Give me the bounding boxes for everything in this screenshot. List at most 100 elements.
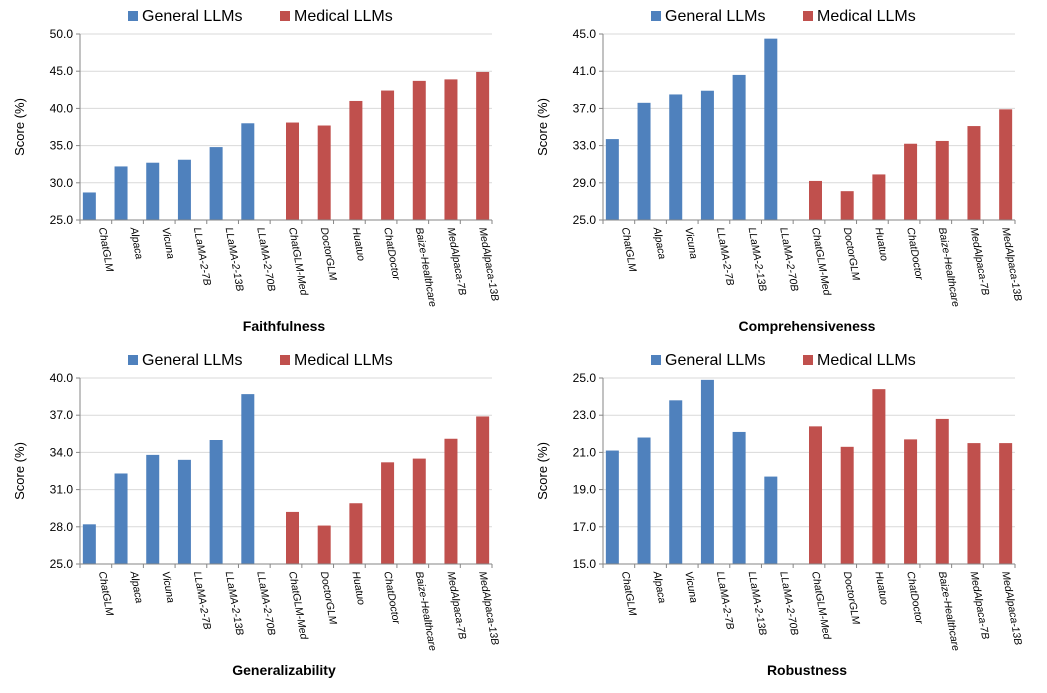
x-tick-label: DoctorGLM — [841, 226, 862, 281]
legend-label-general: General LLMs — [142, 8, 243, 25]
x-tick-label: LLaMA-2-70B — [254, 570, 277, 636]
bar-medical — [872, 174, 886, 220]
bar-medical — [476, 71, 490, 220]
x-tick-label: Alpaca — [127, 569, 145, 604]
bar-general — [209, 440, 223, 564]
x-tick-label: LLaMA-2-13B — [223, 226, 246, 292]
y-tick-label: 33.0 — [573, 139, 597, 153]
y-tick-label: 25.0 — [573, 371, 597, 385]
legend: General LLMs Medical LLMs — [128, 352, 393, 369]
x-tick-label: Alpaca — [650, 569, 668, 604]
chart-svg: General LLMs Medical LLMs 25.0 29.0 33.0 37.0… — [535, 8, 1024, 334]
bar-medical — [999, 109, 1013, 220]
bar-general — [177, 159, 191, 220]
bar-medical — [476, 416, 490, 564]
y-tick-label: 37.0 — [50, 408, 74, 422]
bar-medical — [967, 443, 981, 564]
bar-general — [114, 166, 128, 220]
x-tick-label: DoctorGLM — [318, 226, 339, 281]
y-tick-label: 40.0 — [50, 371, 74, 385]
x-tick-label: ChatGLM — [619, 570, 639, 617]
bar-medical — [840, 191, 854, 220]
legend: General LLMs Medical LLMs — [651, 352, 916, 369]
x-tick-label: Huatuo — [872, 226, 890, 262]
bar-medical — [999, 443, 1013, 564]
bar-medical — [809, 180, 822, 220]
bar-medical — [935, 418, 949, 564]
bar-medical — [444, 79, 458, 220]
bar-medical — [317, 525, 331, 564]
x-tick-label: ChatGLM-Med — [286, 570, 310, 641]
legend-label-medical: Medical LLMs — [817, 352, 916, 369]
legend-swatch-general — [128, 11, 138, 21]
x-tick-label: DoctorGLM — [841, 570, 862, 625]
bar-general — [669, 94, 683, 220]
y-axis-label: Score (%) — [12, 98, 27, 156]
bar-medical — [872, 389, 886, 564]
x-tick-label: ChatGLM-Med — [286, 226, 310, 297]
faithfulness-chart: General LLMs Medical LLMs 25.0 30.0 35.0 40.0… — [0, 0, 523, 344]
x-tick-label: Vicuna — [159, 570, 176, 604]
x-tick-label: ChatGLM-Med — [809, 226, 833, 297]
x-tick-label: MedAlpaca-13B — [476, 570, 501, 646]
x-tick-label: MedAlpaca-13B — [476, 226, 501, 302]
y-tick-label: 25.0 — [573, 213, 597, 227]
x-tick-label: LLaMA-2-7B — [714, 226, 736, 286]
bar-medical — [444, 438, 458, 564]
y-tick-label: 15.0 — [573, 557, 597, 571]
y-tick-label: 30.0 — [50, 176, 74, 190]
legend-label-medical: Medical LLMs — [294, 8, 393, 25]
legend-swatch-medical — [803, 355, 813, 365]
legend-label-medical: Medical LLMs — [294, 352, 393, 369]
bar-general — [209, 147, 223, 220]
x-tick-label: Baize-Healthcare — [936, 570, 962, 652]
bar-general — [82, 524, 96, 564]
legend-swatch-medical — [280, 355, 290, 365]
bar-general — [605, 139, 619, 220]
bar-general — [637, 102, 651, 220]
y-tick-label: 21.0 — [573, 445, 597, 459]
generalizability-chart: General LLMs Medical LLMs 25.0 28.0 31.0 34.0… — [0, 344, 523, 688]
bar-medical — [967, 126, 981, 220]
bar-general — [114, 473, 128, 564]
x-tick-label: MedAlpaca-7B — [968, 570, 992, 640]
y-tick-label: 41.0 — [573, 64, 597, 78]
bar-general — [700, 379, 714, 564]
bar-medical — [412, 458, 426, 564]
x-tick-label: DoctorGLM — [318, 570, 339, 625]
bar-general — [669, 400, 683, 564]
x-tick-label: LLaMA-2-7B — [191, 570, 213, 630]
legend-swatch-general — [128, 355, 138, 365]
x-tick-label: LLaMA-2-13B — [746, 226, 769, 292]
bar-general — [700, 90, 714, 220]
x-tick-label: Huatuo — [349, 570, 367, 606]
legend-label-medical: Medical LLMs — [817, 8, 916, 25]
legend: General LLMs Medical LLMs — [128, 8, 393, 25]
x-tick-label: ChatDoctor — [381, 570, 402, 625]
legend-swatch-general — [651, 355, 661, 365]
x-tick-label: ChatGLM-Med — [809, 570, 833, 641]
x-tick-label: Huatuo — [349, 226, 367, 262]
bar-general — [637, 437, 651, 564]
legend-swatch-medical — [803, 11, 813, 21]
x-tick-label: ChatDoctor — [904, 226, 925, 281]
x-tick-label: MedAlpaca-7B — [968, 226, 992, 296]
x-tick-label: ChatGLM — [96, 570, 116, 617]
y-tick-label: 29.0 — [573, 176, 597, 190]
x-tick-label: Alpaca — [127, 225, 145, 260]
legend-swatch-medical — [280, 11, 290, 21]
chart-svg: General LLMs Medical LLMs 15.0 17.0 19.0 21.0… — [535, 352, 1024, 678]
legend-swatch-general — [651, 11, 661, 21]
x-tick-label: Vicuna — [159, 226, 176, 260]
comprehensiveness-chart: General LLMs Medical LLMs 25.0 29.0 33.0 37.0… — [523, 0, 1047, 344]
bar-medical — [840, 446, 854, 564]
y-tick-label: 45.0 — [573, 27, 597, 41]
bar-medical — [286, 511, 299, 564]
chart-svg: General LLMs Medical LLMs 25.0 28.0 31.0 34.0… — [12, 352, 501, 678]
x-tick-label: LLaMA-2-70B — [777, 226, 800, 292]
legend-label-general: General LLMs — [665, 352, 766, 369]
x-tick-label: LLaMA-2-70B — [777, 570, 800, 636]
y-tick-label: 25.0 — [50, 557, 74, 571]
x-tick-label: Vicuna — [682, 226, 699, 260]
y-tick-label: 50.0 — [50, 27, 74, 41]
